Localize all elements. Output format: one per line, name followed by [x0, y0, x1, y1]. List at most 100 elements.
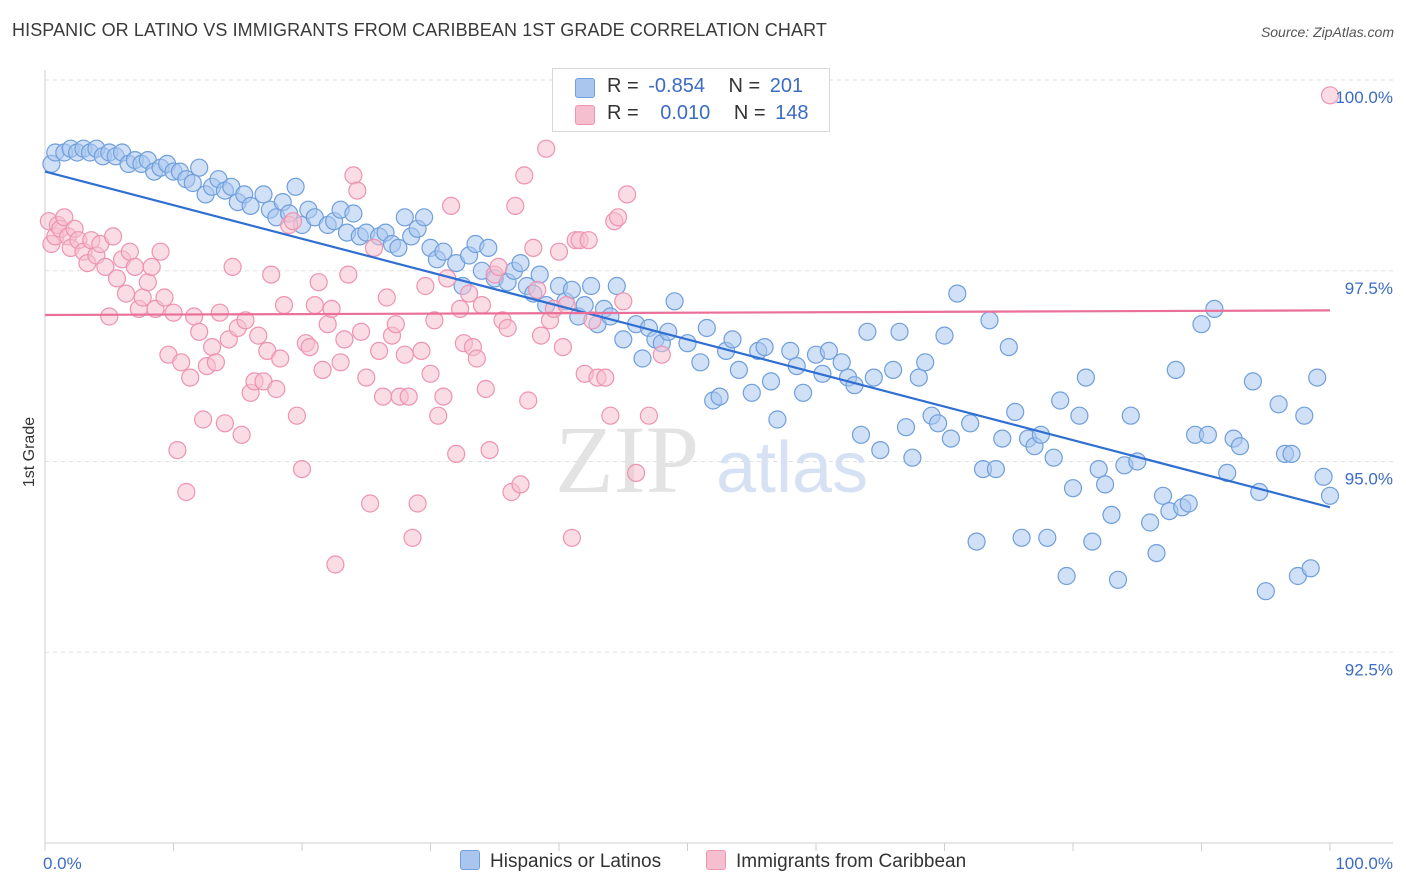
data-point-caribbean — [596, 368, 615, 387]
data-point-hispanics — [1006, 402, 1025, 421]
trend-line-caribbean — [44, 309, 1331, 317]
y-tick-label: 95.0% — [1345, 470, 1393, 489]
data-point-caribbean — [142, 257, 161, 276]
data-point-caribbean — [1320, 86, 1340, 105]
data-point-hispanics — [1057, 566, 1076, 586]
data-point-hispanics — [1083, 532, 1102, 551]
trend-line-hispanics — [44, 170, 1331, 509]
data-point-caribbean — [155, 288, 174, 307]
data-point-caribbean — [348, 181, 367, 200]
data-point-hispanics — [1044, 448, 1063, 467]
data-point-caribbean — [557, 296, 576, 315]
data-point-caribbean — [194, 410, 213, 429]
data-point-caribbean — [287, 406, 306, 425]
data-point-caribbean — [168, 441, 187, 460]
data-point-caribbean — [151, 242, 170, 261]
data-point-caribbean — [190, 322, 209, 341]
data-point-hispanics — [183, 173, 202, 193]
data-point-caribbean — [617, 185, 637, 204]
data-point-caribbean — [318, 315, 337, 334]
data-point-hispanics — [864, 368, 883, 387]
data-point-hispanics — [928, 414, 948, 433]
data-point-hispanics — [896, 418, 916, 437]
data-point-hispanics — [999, 338, 1018, 357]
data-point-caribbean — [249, 326, 268, 345]
data-point-caribbean — [553, 338, 573, 357]
data-point-hispanics — [961, 414, 980, 433]
data-point-caribbean — [206, 353, 225, 372]
data-point-hispanics — [530, 265, 549, 284]
data-point-caribbean — [103, 227, 123, 246]
data-point-caribbean — [652, 345, 671, 364]
data-point-caribbean — [476, 379, 495, 399]
stats-label: R = 0.010 N = 148 — [607, 102, 809, 125]
data-point-caribbean — [335, 330, 354, 349]
data-point-hispanics — [395, 208, 414, 227]
data-point-caribbean — [292, 460, 312, 479]
data-point-hispanics — [993, 429, 1012, 448]
data-point-hispanics — [832, 353, 851, 372]
data-point-hispanics — [581, 276, 601, 296]
data-point-hispanics — [819, 341, 839, 360]
data-point-hispanics — [1102, 505, 1121, 525]
data-point-caribbean — [361, 494, 380, 513]
data-point-caribbean — [300, 338, 319, 357]
data-point-caribbean — [364, 238, 384, 257]
data-point-caribbean — [370, 341, 389, 360]
data-point-caribbean — [210, 303, 229, 322]
legend-item-hispanics[interactable]: Hispanics or Latinos — [460, 850, 661, 873]
data-point-caribbean — [326, 555, 345, 574]
data-point-caribbean — [472, 296, 491, 315]
data-point-hispanics — [1250, 482, 1269, 502]
data-point-hispanics — [1166, 360, 1185, 379]
data-point-caribbean — [537, 139, 556, 158]
data-point-hispanics — [1320, 486, 1340, 505]
legend-swatch-blue — [460, 850, 480, 870]
data-point-caribbean — [116, 284, 136, 303]
r-value: -0.854 — [648, 75, 705, 97]
data-point-caribbean — [626, 463, 646, 482]
data-point-caribbean — [125, 257, 144, 276]
data-point-hispanics — [665, 292, 684, 311]
n-value: 201 — [769, 75, 804, 97]
data-point-hispanics — [286, 177, 305, 196]
data-point-caribbean — [524, 238, 543, 257]
data-point-caribbean — [519, 391, 538, 410]
data-point-caribbean — [408, 494, 427, 513]
data-point-hispanics — [1230, 437, 1250, 456]
data-point-caribbean — [271, 349, 290, 368]
chart-title: HISPANIC OR LATINO VS IMMIGRANTS FROM CA… — [12, 20, 827, 40]
data-point-hispanics — [742, 383, 761, 402]
data-point-caribbean — [429, 406, 448, 425]
data-point-caribbean — [172, 353, 191, 372]
grid-lines — [45, 79, 1393, 653]
data-point-caribbean — [236, 311, 255, 330]
stats-legend: R = -0.854 N = 201 R = 0.010 N = 148 — [552, 68, 830, 132]
data-point-caribbean — [614, 292, 633, 311]
data-point-caribbean — [138, 273, 157, 292]
data-point-hispanics — [729, 360, 749, 379]
data-point-hispanics — [890, 322, 909, 341]
data-point-caribbean — [528, 280, 547, 299]
data-point-caribbean — [403, 528, 422, 547]
r-value: 0.010 — [660, 102, 711, 124]
data-point-hispanics — [344, 204, 363, 223]
data-point-caribbean — [399, 387, 418, 406]
y-tick-label: 97.5% — [1345, 279, 1393, 298]
data-point-caribbean — [120, 242, 139, 261]
data-point-caribbean — [164, 303, 183, 322]
data-point-caribbean — [274, 296, 294, 315]
data-point-hispanics — [1308, 368, 1327, 387]
data-point-caribbean — [447, 444, 466, 463]
n-label: N = — [733, 102, 766, 124]
data-point-caribbean — [339, 265, 358, 284]
data-point-hispanics — [241, 196, 260, 215]
data-point-hispanics — [761, 372, 781, 391]
data-point-hispanics — [1282, 444, 1301, 463]
data-point-caribbean — [267, 379, 286, 399]
data-point-hispanics — [190, 158, 209, 177]
data-point-hispanics — [511, 254, 530, 273]
data-point-hispanics — [1192, 315, 1211, 334]
data-point-hispanics — [1076, 368, 1096, 387]
legend-item-caribbean[interactable]: Immigrants from Caribbean — [706, 850, 966, 873]
